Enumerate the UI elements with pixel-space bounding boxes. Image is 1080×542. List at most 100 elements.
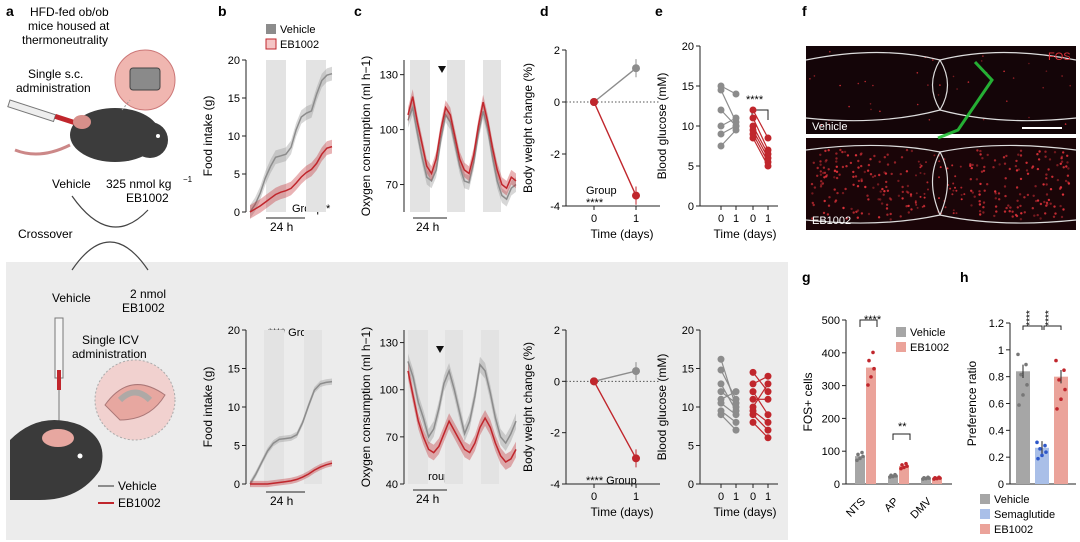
fos-positive-cell <box>1044 150 1047 153</box>
fos-positive-cell <box>810 182 814 186</box>
b_top-y-tick-label: 0 <box>234 207 240 219</box>
fos-positive-cell <box>1054 212 1057 215</box>
b-bottom-scale: 24 h <box>270 494 293 508</box>
fos-positive-cell <box>993 214 996 218</box>
fos-positive-cell <box>923 192 926 195</box>
h-y-tick-label: 1 <box>998 345 1004 357</box>
b_bottom-y-tick-label: 0 <box>234 479 240 491</box>
fos-positive-cell <box>848 105 850 108</box>
c_top-y-tick-label: 100 <box>380 125 398 137</box>
fos-positive-cell <box>933 154 936 157</box>
vehicle-label: Vehicle <box>52 177 91 191</box>
g-dot <box>899 466 903 471</box>
h-dot <box>1019 372 1023 377</box>
fos-positive-cell <box>905 190 909 193</box>
h-dot <box>1021 393 1025 397</box>
e_top-EB1002-point <box>749 134 757 142</box>
g-bar-AP-Vehicle <box>888 475 898 484</box>
fos-positive-cell <box>975 164 979 167</box>
f-fos-label: FOS <box>1048 51 1071 63</box>
fos-positive-cell <box>1062 151 1065 154</box>
fos-positive-cell <box>855 210 858 213</box>
e_bottom-Vehicle-point <box>732 388 740 396</box>
fos-positive-cell <box>1042 86 1044 89</box>
fos-positive-cell <box>1019 154 1023 157</box>
fos-positive-cell <box>927 188 929 191</box>
eb1002-sc-label: EB1002 <box>126 191 169 205</box>
fos-positive-cell <box>951 193 954 196</box>
e_bottom-Vehicle-pair-line <box>720 414 737 431</box>
g-dot <box>869 375 873 379</box>
d_bottom-y-tick-label: 2 <box>554 325 560 337</box>
fos-positive-cell <box>914 201 917 204</box>
b-legend-eb-swatch <box>265 38 277 50</box>
b_top-Vehicle-line <box>249 72 333 213</box>
h-dot <box>1054 358 1058 363</box>
fos-positive-cell <box>939 84 941 86</box>
b_top-y-tick-label: 20 <box>228 55 240 67</box>
h-y-tick-label: 0.4 <box>989 425 1004 437</box>
e_top-x-tick-label: 0 <box>750 213 756 225</box>
fos-positive-cell <box>879 110 881 113</box>
fos-positive-cell <box>1016 206 1019 209</box>
fos-positive-cell <box>867 163 871 167</box>
fos-positive-cell <box>842 206 845 210</box>
sc-text-2: administration <box>16 81 91 95</box>
fos-positive-cell <box>835 157 838 160</box>
d_top-x-tick-label: 1 <box>633 213 639 225</box>
fos-positive-cell <box>1019 218 1023 221</box>
d_bottom-EB1002-point <box>632 454 640 463</box>
icv-text-1: Single ICV <box>82 333 139 347</box>
panel-e-letter: e <box>655 3 663 19</box>
d_bottom-y-tick-label: -4 <box>550 479 560 491</box>
fos-positive-cell <box>852 211 855 214</box>
fos-positive-cell <box>897 194 901 197</box>
h-stat-2: **** <box>1044 310 1055 326</box>
fos-positive-cell <box>821 182 825 185</box>
d_top-Vehicle-point <box>632 64 640 73</box>
fos-positive-cell <box>883 156 886 159</box>
fos-positive-cell <box>884 172 888 175</box>
fos-positive-cell <box>878 160 881 163</box>
h-dot <box>1057 378 1061 382</box>
e_top-Vehicle-point <box>732 126 740 134</box>
fos-positive-cell <box>1066 174 1070 177</box>
fos-positive-cell <box>871 175 875 179</box>
fos-positive-cell <box>901 197 904 200</box>
fos-positive-cell <box>899 215 902 218</box>
fos-positive-cell <box>944 206 947 209</box>
icv-text-2: administration <box>72 347 147 361</box>
fos-positive-cell <box>963 193 966 196</box>
fos-positive-cell <box>879 190 882 193</box>
e_top-y-label: Blood glucose (mM) <box>655 73 669 180</box>
h-y-tick-label: 0.2 <box>989 452 1004 464</box>
panel-a-letter: a <box>6 3 14 19</box>
panel-b-letter: b <box>218 3 227 19</box>
fos-positive-cell <box>1023 211 1026 214</box>
b_bottom-y-tick-label: 20 <box>228 325 240 337</box>
fos-positive-cell <box>1045 193 1049 196</box>
d_bottom-y-tick-label: -2 <box>550 428 560 440</box>
fos-positive-cell <box>994 197 997 200</box>
e_top-y-tick-label: 0 <box>688 201 694 213</box>
h-dot <box>1043 443 1047 448</box>
h-dot <box>1017 403 1021 407</box>
e_bottom-x-tick-label: 0 <box>750 491 756 503</box>
fos-positive-cell <box>1009 206 1012 209</box>
fos-positive-cell <box>841 191 845 195</box>
fos-positive-cell <box>1031 207 1035 210</box>
b_bottom-night-shade <box>264 330 284 484</box>
fos-positive-cell <box>928 119 931 121</box>
fos-positive-cell <box>909 194 913 198</box>
fos-positive-cell <box>1042 183 1045 186</box>
e_bottom-EB1002-point <box>749 395 757 403</box>
fos-positive-cell <box>1017 153 1020 156</box>
fos-positive-cell <box>909 193 913 196</box>
fos-positive-cell <box>863 170 866 174</box>
h-dot <box>1036 456 1040 461</box>
e_top-Vehicle-point <box>717 130 725 138</box>
h-bar-Semaglutide <box>1035 447 1049 484</box>
d_top-y-tick-label: -2 <box>550 149 560 161</box>
fos-positive-cell <box>1025 161 1028 164</box>
fos-positive-cell <box>993 159 997 162</box>
